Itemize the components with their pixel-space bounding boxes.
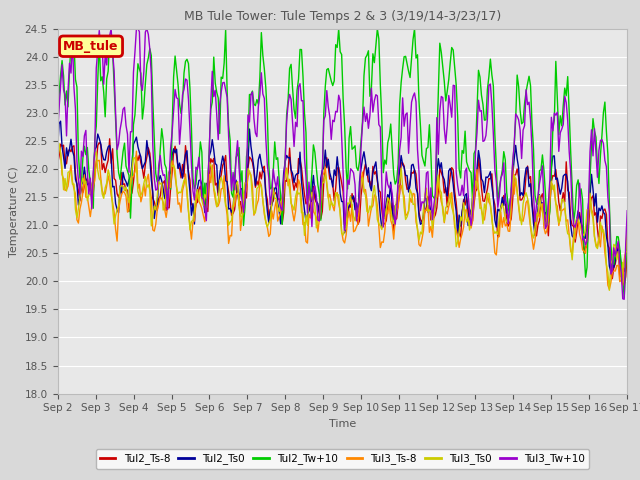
Text: MB_tule: MB_tule xyxy=(63,40,119,53)
Y-axis label: Temperature (C): Temperature (C) xyxy=(9,166,19,257)
X-axis label: Time: Time xyxy=(329,419,356,429)
Legend: Tul2_Ts-8, Tul2_Ts0, Tul2_Tw+10, Tul3_Ts-8, Tul3_Ts0, Tul3_Tw+10: Tul2_Ts-8, Tul2_Ts0, Tul2_Tw+10, Tul3_Ts… xyxy=(95,449,589,468)
Title: MB Tule Tower: Tule Temps 2 & 3 (3/19/14-3/23/17): MB Tule Tower: Tule Temps 2 & 3 (3/19/14… xyxy=(184,11,501,24)
